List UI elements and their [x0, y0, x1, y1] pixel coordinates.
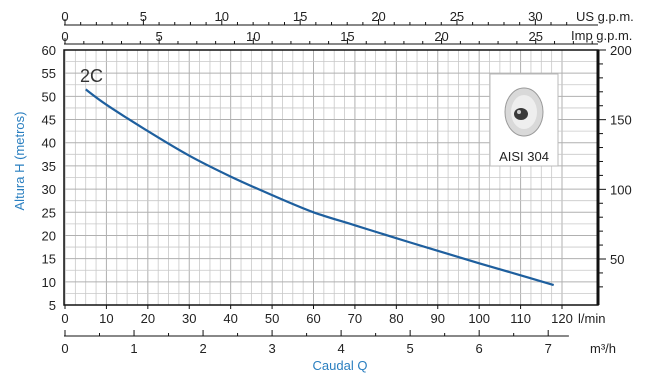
x-imp-tick-label: 25	[528, 29, 542, 44]
x-m3h-unit-label: m³/h	[590, 341, 616, 356]
y-axis-label: Altura H (metros)	[12, 112, 27, 211]
y-axis-left: 5 10 15 20 25 30 35 40 45 50 55 60	[42, 43, 56, 313]
y-tick-label: 50	[42, 89, 56, 104]
x-us-tick-label: 20	[371, 9, 385, 24]
x-axis-imp-gpm: 0 5 10 15 20 25 Imp g.p.m.	[61, 28, 632, 45]
y-right-tick-label: 200	[610, 43, 632, 58]
y-tick-label: 5	[49, 298, 56, 313]
x-imp-tick-label: 5	[156, 29, 163, 44]
x-m3h-tick-label: 7	[545, 341, 552, 356]
y-tick-label: 30	[42, 182, 56, 197]
x-unit-label: l/min	[578, 311, 605, 326]
y-tick-label: 55	[42, 66, 56, 81]
x-m3h-tick-label: 5	[407, 341, 414, 356]
x-tick-label: 40	[223, 311, 237, 326]
y-right-tick-label: 150	[610, 113, 632, 128]
y-tick-label: 60	[42, 43, 56, 58]
impeller-photo-icon	[504, 87, 544, 137]
x-axis-label: Caudal Q	[313, 358, 368, 373]
x-axis-us-gpm: 0 5 10 15 20 25 30 US g.p.m.	[61, 9, 634, 26]
x-tick-label: 80	[389, 311, 403, 326]
x-m3h-tick-label: 2	[199, 341, 206, 356]
x-imp-tick-label: 20	[434, 29, 448, 44]
x-tick-label: 60	[306, 311, 320, 326]
y-tick-label: 35	[42, 159, 56, 174]
x-m3h-tick-label: 4	[337, 341, 344, 356]
x-us-unit-label: US g.p.m.	[576, 9, 634, 24]
curve-label: 2C	[80, 66, 103, 86]
series-line	[85, 88, 555, 287]
x-m3h-tick-label: 3	[268, 341, 275, 356]
x-us-tick-label: 5	[140, 9, 147, 24]
x-tick-label: 110	[510, 311, 531, 326]
y-tick-label: 25	[42, 205, 56, 220]
x-axis-m3h: 0 1 2 3 4 5 6 7 m³/h	[61, 330, 616, 356]
y-tick-label: 20	[42, 228, 56, 243]
x-tick-label: 30	[182, 311, 196, 326]
x-tick-label: 0	[61, 311, 68, 326]
x-tick-label: 20	[141, 311, 155, 326]
x-us-tick-label: 10	[215, 9, 229, 24]
x-imp-tick-label: 15	[340, 29, 354, 44]
x-us-tick-label: 25	[450, 9, 464, 24]
x-tick-label: 10	[99, 311, 113, 326]
x-tick-label: 50	[265, 311, 279, 326]
x-m3h-tick-label: 1	[130, 341, 137, 356]
x-us-tick-label: 15	[293, 9, 307, 24]
y-axis-right: 50 100 150 200	[598, 43, 632, 288]
y-tick-label: 15	[42, 252, 56, 267]
x-tick-label: 90	[431, 311, 445, 326]
grid	[64, 49, 598, 306]
y-tick-label: 40	[42, 136, 56, 151]
x-tick-label: 120	[551, 311, 573, 326]
x-us-tick-label: 0	[61, 9, 68, 24]
x-imp-tick-label: 10	[246, 29, 260, 44]
x-imp-unit-label: Imp g.p.m.	[571, 28, 632, 43]
y-tick-label: 10	[42, 275, 56, 290]
y-right-tick-label: 100	[610, 182, 632, 197]
x-axis-lmin: 0 10 20 30 40 50 60 70 80 90 100 110 120 l/min	[61, 305, 605, 326]
y-tick-label: 45	[42, 113, 56, 128]
x-us-tick-label: 30	[528, 9, 542, 24]
x-m3h-tick-label: 0	[61, 341, 68, 356]
y-right-tick-label: 50	[610, 252, 624, 267]
x-tick-label: 100	[468, 311, 490, 326]
material-label: AISI 304	[499, 149, 549, 164]
x-tick-label: 70	[348, 311, 362, 326]
material-badge: AISI 304	[489, 73, 559, 167]
x-m3h-tick-label: 6	[476, 341, 483, 356]
x-imp-tick-label: 0	[61, 29, 68, 44]
